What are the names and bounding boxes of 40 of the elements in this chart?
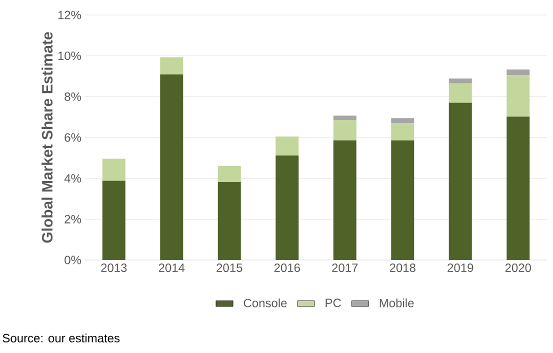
bar — [218, 166, 241, 182]
bar — [506, 70, 530, 76]
bar — [448, 78, 472, 84]
bar — [102, 180, 126, 260]
bar — [276, 136, 299, 156]
bar — [391, 118, 414, 124]
x-tick-label: 2015 — [216, 264, 242, 272]
legend-label: PC — [326, 298, 341, 308]
y-tick-label: 10% — [58, 52, 82, 60]
y-tick-label: 8% — [64, 92, 82, 101]
y-tick-label: 0% — [64, 256, 82, 264]
bar — [391, 140, 414, 260]
bar — [448, 83, 472, 103]
bar — [333, 116, 356, 120]
bar — [276, 155, 299, 260]
bar — [506, 116, 530, 260]
x-tick-label: 2014 — [158, 264, 185, 272]
x-tick-label: 2018 — [390, 264, 416, 272]
y-tick-label: 2% — [64, 214, 82, 224]
bar — [333, 140, 356, 260]
bar — [218, 182, 241, 260]
y-tick-label: 12% — [58, 10, 82, 20]
bar — [448, 102, 472, 260]
bar — [102, 158, 126, 181]
bar — [160, 74, 184, 260]
y-tick-label: 6% — [64, 133, 82, 142]
bar — [160, 57, 184, 74]
bar — [391, 123, 414, 140]
x-tick-label: 2017 — [332, 264, 358, 272]
x-tick-label: 2020 — [505, 264, 532, 272]
x-tick-label: 2016 — [274, 264, 300, 272]
y-tick-label: 4% — [64, 174, 82, 183]
bar — [506, 75, 530, 117]
x-tick-label: 2013 — [101, 264, 127, 272]
source-note: Source: our estimates — [2, 334, 120, 342]
x-tick-label: 2019 — [448, 264, 474, 272]
legend-label: Console — [244, 298, 287, 308]
bar — [333, 120, 356, 140]
y-axis-title: Global Market Share Estimate — [42, 32, 53, 243]
legend-label: Mobile — [380, 298, 414, 308]
